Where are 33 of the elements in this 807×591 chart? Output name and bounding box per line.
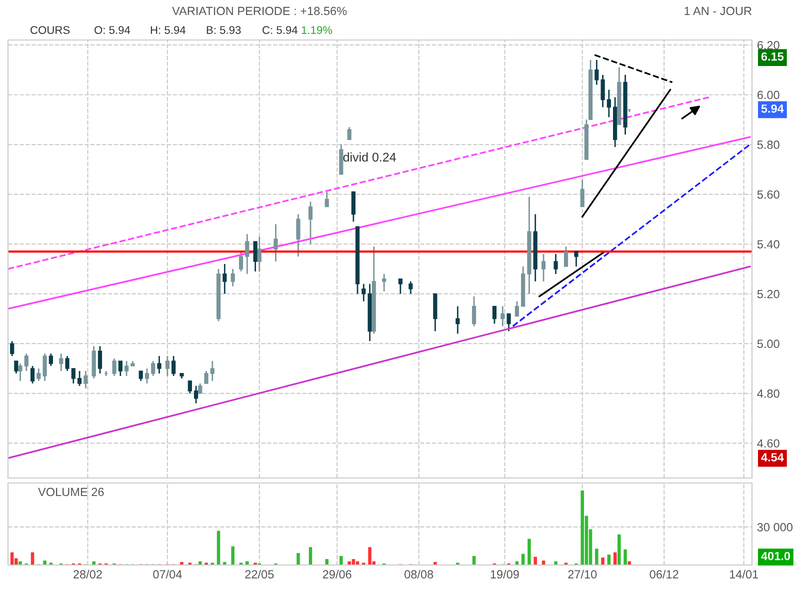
x-tick-label: 22/05 [245, 570, 274, 579]
chart-title: VARIATION PERIODE : +18.56% [172, 6, 347, 16]
y-tick-label: 5.00 [757, 340, 780, 348]
x-tick-label: 14/01 [730, 570, 758, 579]
y-tick-label: 6.00 [757, 90, 780, 100]
x-tick-label: 19/09 [490, 570, 519, 579]
x-tick-label: 27/10 [568, 570, 597, 579]
annotation: divid 0.24 [343, 152, 396, 162]
y-tick-label: 30 000 [757, 523, 793, 532]
y-tick-label: 5.80 [757, 140, 780, 149]
x-tick-label: 06/12 [650, 570, 678, 579]
text: B: 5.93 [206, 26, 241, 34]
text: O: 5.94 [94, 26, 130, 34]
x-tick-label: 07/04 [153, 570, 182, 579]
text: 5.94 [761, 104, 784, 113]
text: H: 5.94 [150, 26, 186, 34]
text: 4.54 [761, 453, 784, 462]
x-tick-label: 29/06 [322, 570, 352, 579]
y-tick-label: 5.20 [757, 290, 780, 298]
y-tick-label: 4.60 [757, 439, 780, 448]
text: 1.19% [302, 26, 332, 34]
text: 401.0 [761, 552, 790, 560]
chart-title: VOLUME 26 [38, 488, 104, 496]
y-tick-label: 4.80 [757, 389, 780, 398]
text: C: 5.94 [262, 26, 298, 34]
y-tick-label: 6.20 [757, 41, 780, 50]
chart-subtitle: 1 AN - JOUR [684, 6, 752, 16]
text: COURS [30, 26, 70, 34]
text: 6.15 [761, 52, 784, 61]
x-tick-label: 28/02 [74, 570, 102, 579]
y-tick-label: 5.60 [757, 190, 780, 199]
x-tick-label: 08/08 [404, 570, 434, 579]
y-tick-label: 5.40 [757, 240, 780, 248]
